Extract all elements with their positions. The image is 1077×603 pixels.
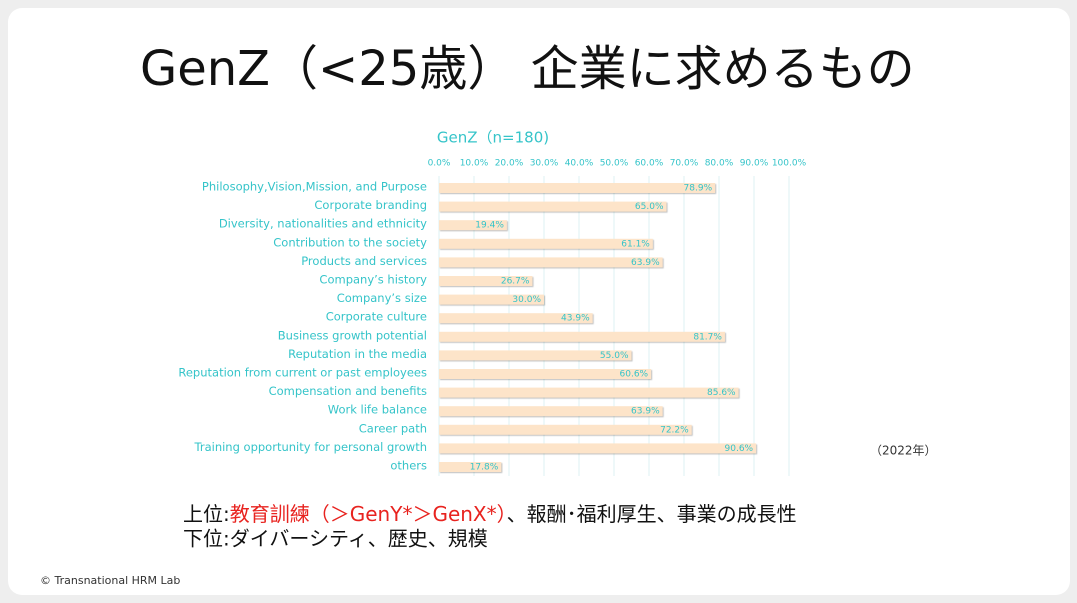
value-label: 72.2% (660, 425, 689, 435)
bar (439, 201, 667, 212)
value-label: 19.4% (475, 221, 504, 231)
y-tick-label: Products and services (301, 254, 427, 268)
bar (439, 350, 632, 361)
x-tick-label: 90.0% (740, 159, 769, 169)
x-tick-label: 20.0% (495, 159, 524, 169)
y-tick-label: Career path (359, 421, 427, 435)
slide-title: GenZ（<25歳） 企業に求めるもの (140, 41, 915, 97)
value-label: 26.7% (501, 277, 530, 287)
x-tick-label: 80.0% (705, 159, 734, 169)
bar (439, 443, 757, 454)
chart-title: GenZ（n=180) (437, 129, 549, 147)
y-tick-label: Training opportunity for personal growth (194, 440, 427, 454)
bar (439, 294, 544, 305)
bar (439, 313, 593, 324)
y-tick-label: Compensation and benefits (269, 384, 427, 398)
note-rest: 、報酬･福利厚生、事業の成長性 (507, 502, 797, 526)
value-label: 60.6% (620, 370, 649, 380)
x-tick-label: 60.0% (635, 159, 664, 169)
bar (439, 257, 663, 268)
bar (439, 220, 507, 231)
x-tick-label: 10.0% (460, 159, 489, 169)
copyright: © Transnational HRM Lab (40, 574, 180, 587)
value-label: 90.6% (725, 444, 754, 454)
bar (439, 276, 533, 286)
bar (439, 406, 663, 417)
value-label: 65.0% (635, 202, 664, 212)
bar (439, 424, 692, 435)
y-tick-label: Company’s history (319, 273, 427, 287)
note-highlight: 教育訓練（＞GenY*＞GenX*） (230, 502, 507, 526)
y-tick-label: Work life balance (328, 403, 427, 417)
value-label: 63.9% (631, 258, 660, 268)
y-tick-label: Corporate branding (314, 198, 427, 212)
x-tick-label: 30.0% (530, 159, 559, 169)
value-label: 43.9% (561, 314, 590, 324)
value-label: 61.1% (621, 239, 650, 249)
year-note: （2022年） (870, 444, 937, 458)
value-label: 63.9% (631, 407, 660, 417)
y-tick-label: Business growth potential (278, 328, 427, 342)
note-bottom: 下位:ダイバーシティ、歴史、規模 (183, 527, 488, 551)
value-label: 55.0% (600, 351, 629, 361)
x-tick-label: 100.0% (772, 159, 807, 169)
value-label: 78.9% (684, 184, 713, 194)
value-label: 85.6% (707, 388, 736, 398)
bar (439, 387, 739, 398)
x-tick-label: 0.0% (428, 159, 451, 169)
y-tick-label: Reputation from current or past employee… (178, 366, 427, 380)
x-tick-label: 50.0% (600, 159, 629, 169)
y-tick-label: Corporate culture (326, 310, 427, 324)
bar (439, 183, 716, 193)
y-tick-label: Reputation in the media (288, 347, 427, 361)
bar (439, 462, 502, 472)
bar (439, 331, 725, 342)
bar (439, 369, 652, 379)
y-tick-label: Company’s size (337, 291, 427, 305)
value-label: 30.0% (512, 295, 541, 305)
y-tick-label: others (390, 459, 427, 473)
bar (439, 238, 653, 249)
y-tick-label: Philosophy,Vision,Mission, and Purpose (202, 180, 427, 194)
x-tick-label: 40.0% (565, 159, 594, 169)
y-tick-label: Contribution to the society (273, 235, 427, 249)
x-tick-label: 70.0% (670, 159, 699, 169)
note-prefix: 上位: (183, 502, 230, 526)
note-top: 上位:教育訓練（＞GenY*＞GenX*）、報酬･福利厚生、事業の成長性 (183, 502, 797, 526)
value-label: 17.8% (470, 463, 499, 473)
value-label: 81.7% (693, 332, 722, 342)
y-tick-label: Diversity, nationalities and ethnicity (219, 217, 427, 231)
